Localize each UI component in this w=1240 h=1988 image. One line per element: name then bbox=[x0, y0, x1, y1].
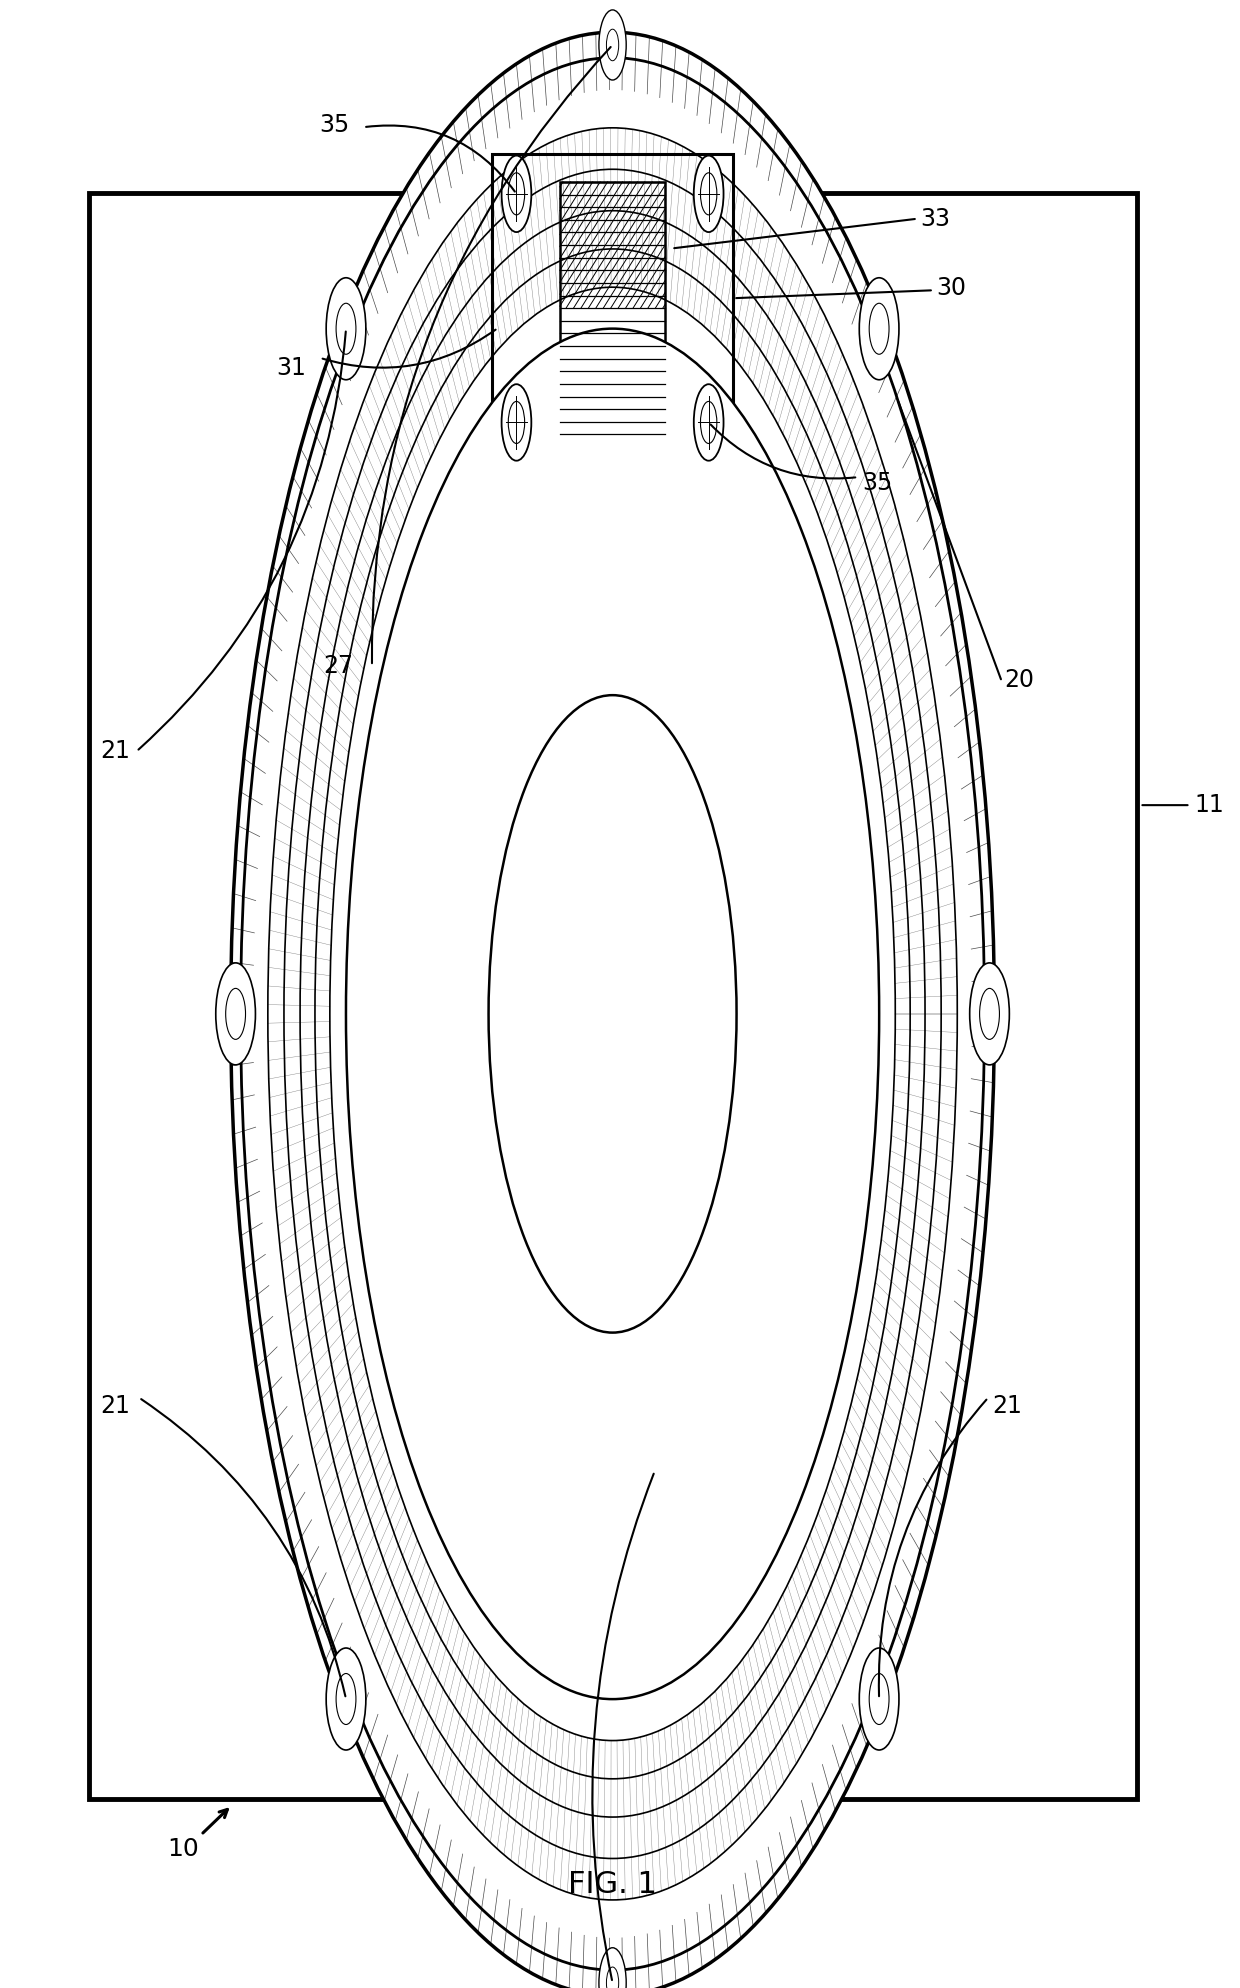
Text: 22: 22 bbox=[608, 851, 642, 879]
Ellipse shape bbox=[336, 1674, 356, 1724]
Ellipse shape bbox=[501, 155, 531, 233]
Text: FIG. 1: FIG. 1 bbox=[568, 1871, 657, 1899]
Ellipse shape bbox=[336, 304, 356, 354]
Ellipse shape bbox=[606, 1966, 619, 1988]
Ellipse shape bbox=[694, 155, 724, 233]
Text: 21: 21 bbox=[100, 740, 130, 763]
Text: 33: 33 bbox=[920, 207, 950, 231]
Ellipse shape bbox=[599, 10, 626, 80]
Ellipse shape bbox=[859, 1648, 899, 1749]
Ellipse shape bbox=[489, 696, 737, 1332]
Ellipse shape bbox=[701, 402, 717, 443]
Ellipse shape bbox=[869, 304, 889, 354]
Ellipse shape bbox=[869, 1674, 889, 1724]
Ellipse shape bbox=[326, 1648, 366, 1749]
Ellipse shape bbox=[226, 988, 246, 1040]
Ellipse shape bbox=[701, 173, 717, 215]
Ellipse shape bbox=[980, 988, 999, 1040]
Ellipse shape bbox=[694, 384, 724, 461]
Ellipse shape bbox=[346, 328, 879, 1700]
Ellipse shape bbox=[216, 962, 255, 1066]
Text: 11: 11 bbox=[1194, 793, 1224, 817]
Bar bbox=[89, 193, 1137, 1799]
Text: 35: 35 bbox=[862, 471, 892, 495]
Bar bbox=[476, 135, 748, 483]
Ellipse shape bbox=[508, 173, 525, 215]
Text: 21: 21 bbox=[100, 1394, 130, 1417]
Text: 21: 21 bbox=[992, 1394, 1022, 1417]
Bar bbox=[560, 181, 665, 308]
Text: 31: 31 bbox=[277, 356, 306, 380]
Text: 20: 20 bbox=[1004, 668, 1034, 692]
Text: 27: 27 bbox=[324, 654, 353, 678]
Text: 10: 10 bbox=[167, 1837, 200, 1861]
Text: 35: 35 bbox=[320, 113, 350, 137]
Ellipse shape bbox=[501, 384, 531, 461]
Ellipse shape bbox=[606, 30, 619, 62]
Ellipse shape bbox=[231, 32, 994, 1988]
Bar bbox=[560, 181, 665, 435]
Ellipse shape bbox=[326, 278, 366, 380]
Ellipse shape bbox=[859, 278, 899, 380]
Text: 30: 30 bbox=[936, 276, 966, 300]
Bar bbox=[491, 153, 733, 461]
Ellipse shape bbox=[508, 402, 525, 443]
Ellipse shape bbox=[970, 962, 1009, 1066]
Text: 23: 23 bbox=[608, 1016, 642, 1044]
Ellipse shape bbox=[599, 1948, 626, 1988]
Text: 27: 27 bbox=[657, 1467, 687, 1491]
